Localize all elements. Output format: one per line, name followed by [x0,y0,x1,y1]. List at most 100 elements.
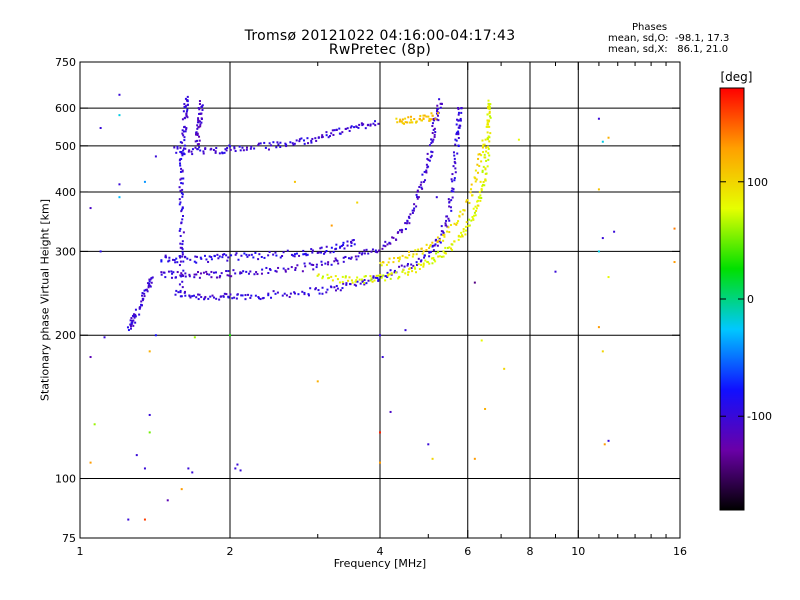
echo-point [191,148,194,151]
echo-point [339,245,342,248]
echo-point [472,218,475,221]
echo-point [133,316,136,319]
echo-point [393,271,396,274]
echo-point [279,256,282,259]
echo-point [429,250,432,253]
echo-point [338,246,341,249]
echo-point [197,126,200,129]
echo-point [339,289,342,292]
echo-point [199,272,202,275]
echo-point [327,263,330,266]
echo-point [178,159,181,162]
echo-point [357,255,360,258]
echo-point [350,240,353,243]
echo-point [487,105,490,108]
echo-point [428,159,431,162]
echo-point [431,151,434,154]
echo-point [428,247,431,250]
echo-point [390,272,393,275]
echo-point [164,276,167,279]
echo-point [203,254,206,257]
echo-point [341,281,344,284]
echo-point [213,271,216,274]
echo-point [272,290,275,293]
echo-point [234,253,237,256]
echo-point [435,238,438,241]
echo-point [179,141,182,144]
echo-point [267,292,270,295]
echo-point [289,141,292,144]
echo-point [131,319,134,322]
echo-point [196,124,199,127]
echo-point [482,143,485,146]
echo-point [205,270,208,273]
echo-point [304,252,307,255]
echo-point [425,171,428,174]
echo-point [178,255,181,258]
echo-point [603,443,606,446]
echo-point [488,125,491,128]
echo-point [168,259,171,262]
echo-point [118,196,121,199]
echo-point [181,253,184,256]
echo-point [486,119,489,122]
echo-point [398,265,401,268]
echo-point [477,199,480,202]
echo-point [325,134,328,137]
echo-point [210,256,213,259]
echo-point [170,276,173,279]
echo-point [417,248,420,251]
echo-point [442,231,445,234]
echo-point [283,292,286,295]
echo-point [193,276,196,279]
echo-point [307,293,310,296]
echo-point [199,120,202,123]
echo-point [265,266,268,269]
echo-point [290,253,293,256]
echo-point [181,195,184,198]
echo-point [258,297,261,300]
echo-point [147,286,150,289]
echo-point [477,204,480,207]
echo-point [372,275,375,278]
echo-point [148,350,151,353]
echo-point [442,250,445,253]
echo-point [412,253,415,256]
echo-point [180,177,183,180]
echo-point [388,257,391,260]
echo-point [395,271,398,274]
echo-point [196,148,199,151]
y-tick-label: 400 [55,186,76,199]
echo-point [424,259,427,262]
echo-point [459,119,462,122]
echo-point [186,108,189,111]
echo-point [407,116,410,119]
echo-point [481,146,484,149]
echo-point [597,117,600,120]
echo-point [475,207,478,210]
echo-point [333,129,336,132]
echo-point [239,469,242,472]
echo-point [260,272,263,275]
echo-point [437,119,440,122]
echo-point [435,196,438,199]
echo-point [350,279,353,282]
echo-point [281,294,284,297]
echo-point [428,144,431,147]
echo-point [425,115,428,118]
echo-point [415,261,418,264]
echo-point [118,93,121,96]
echo-point [458,124,461,127]
echo-point [274,251,277,254]
echo-point [258,253,261,256]
echo-point [451,249,454,252]
echo-point [302,253,305,256]
echo-point [346,244,349,247]
echo-point [296,264,299,267]
echo-point [144,288,147,291]
echo-point [293,292,296,295]
echo-point [218,298,221,301]
echo-point [371,248,374,251]
echo-point [395,238,398,241]
echo-point [480,197,483,200]
